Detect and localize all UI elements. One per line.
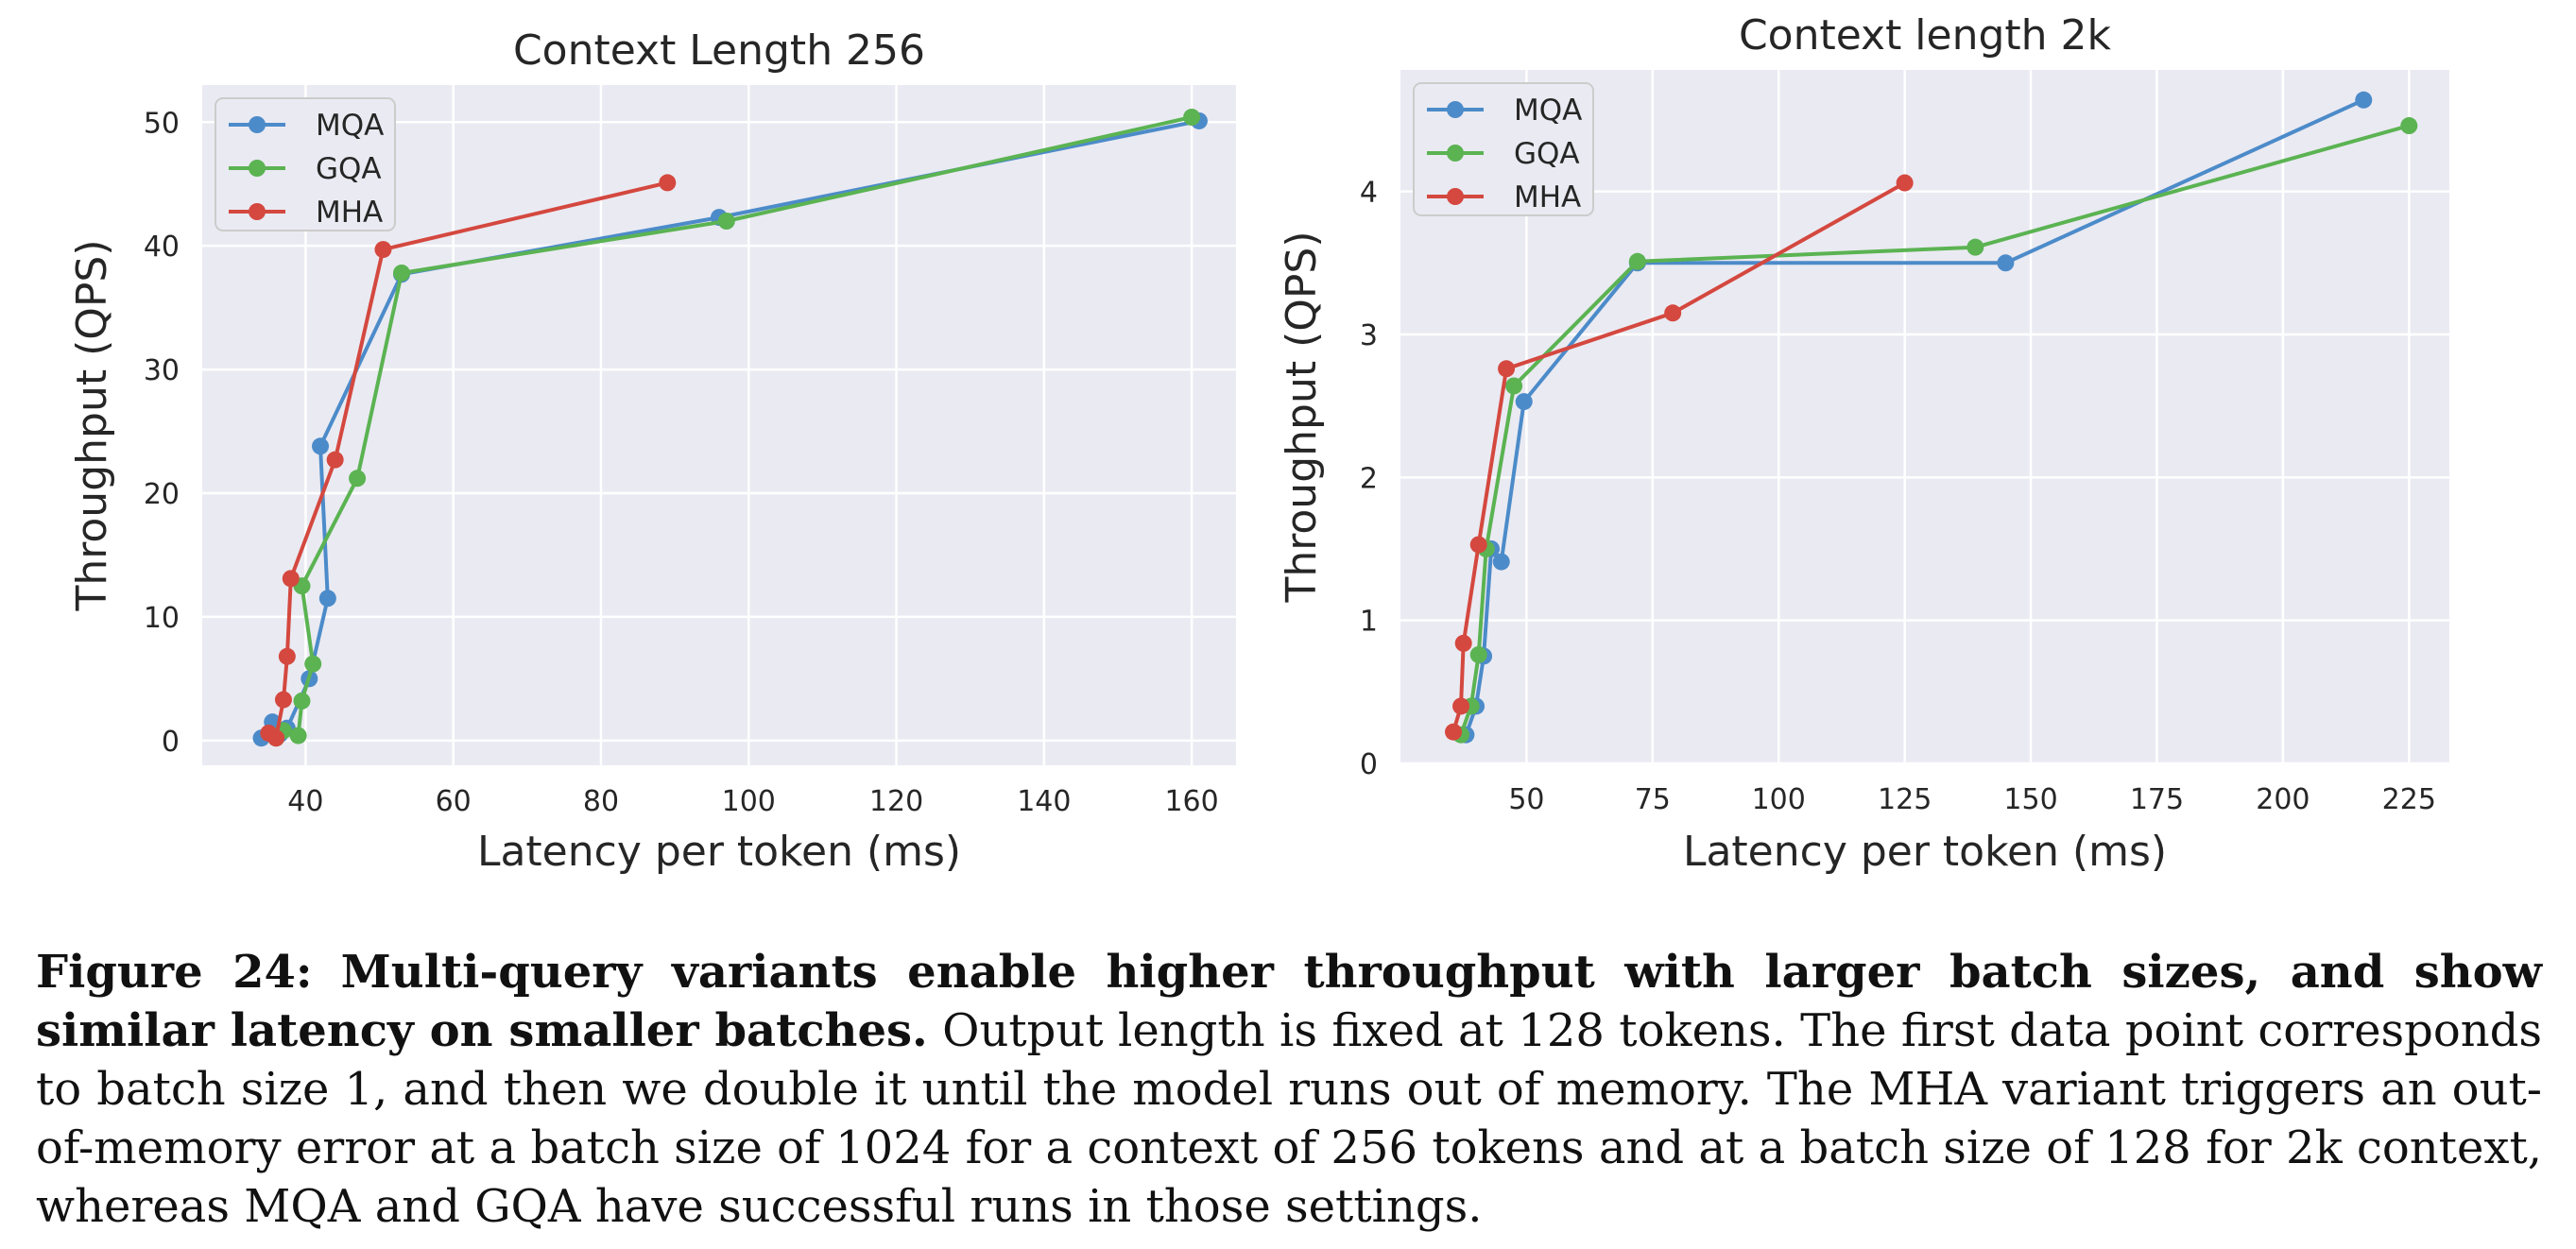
- data-point-mha: [1452, 697, 1470, 715]
- x-tick-label: 160: [1164, 785, 1218, 818]
- data-point-gqa: [349, 470, 367, 488]
- data-point-mha: [274, 691, 292, 709]
- x-tick-label: 100: [722, 785, 776, 818]
- legend-label-gqa: GQA: [316, 152, 382, 186]
- data-point-gqa: [392, 264, 410, 282]
- data-point-mqa: [312, 437, 330, 455]
- x-axis-label: Latency per token (ms): [477, 828, 961, 876]
- y-tick-label: 10: [144, 602, 180, 635]
- data-point-gqa: [1469, 645, 1487, 663]
- y-tick-label: 30: [144, 354, 180, 387]
- x-tick-label: 50: [1508, 783, 1544, 816]
- y-tick-label: 4: [1360, 177, 1378, 210]
- legend-label-mha: MHA: [1514, 180, 1581, 214]
- x-tick-label: 40: [287, 785, 323, 818]
- legend-marker-gqa: [1447, 145, 1464, 162]
- y-tick-label: 20: [144, 478, 180, 511]
- data-point-mha: [1469, 536, 1487, 554]
- y-tick-label: 1: [1360, 606, 1378, 639]
- legend-marker-mqa: [1447, 101, 1464, 118]
- x-tick-label: 200: [2256, 783, 2310, 816]
- legend-marker-mqa: [249, 116, 266, 133]
- figure-caption: Figure 24: Multi-query variants enable h…: [36, 943, 2542, 1236]
- chart-context-2k: 50 75 100 125 150 175 200 225 0 1 2 3 4 Context lengt…: [1278, 11, 2449, 876]
- series-line-gqa: [1459, 124, 2410, 736]
- data-point-mqa: [1997, 254, 2015, 272]
- data-point-gqa: [289, 727, 307, 744]
- data-point-mha: [278, 647, 296, 665]
- chart-title: Context length 2k: [1739, 11, 2112, 60]
- data-point-mha: [267, 729, 285, 747]
- data-point-mha: [1498, 360, 1516, 378]
- x-tick-label: 175: [2130, 783, 2184, 816]
- x-tick-label: 60: [436, 785, 472, 818]
- data-point-gqa: [717, 213, 735, 230]
- data-point-gqa: [1505, 377, 1523, 395]
- y-axis-label: Throughput (QPS): [1278, 231, 1326, 604]
- x-tick-label: 125: [1878, 783, 1932, 816]
- y-tick-label: 3: [1360, 319, 1378, 352]
- data-point-mqa: [318, 590, 336, 607]
- legend-marker-gqa: [249, 160, 266, 177]
- chart-title: Context Length 256: [513, 26, 925, 75]
- legend: MQA GQA MHA: [215, 97, 396, 231]
- data-point-gqa: [1966, 238, 1984, 256]
- data-point-mha: [1664, 304, 1682, 322]
- x-tick-label: 75: [1635, 783, 1671, 816]
- data-point-gqa: [1183, 109, 1201, 127]
- data-point-mha: [1896, 174, 1914, 192]
- data-point-mha: [1445, 723, 1463, 741]
- caption-label: Figure 24:: [36, 946, 313, 999]
- legend-marker-mha: [1447, 188, 1464, 205]
- y-tick-label: 0: [162, 726, 180, 759]
- legend-label-mqa: MQA: [316, 109, 384, 143]
- data-point-gqa: [2400, 117, 2418, 135]
- y-tick-label: 40: [144, 231, 180, 264]
- legend: MQA GQA MHA: [1413, 82, 1594, 216]
- y-tick-label: 2: [1360, 462, 1378, 495]
- legend-label-gqa: GQA: [1514, 137, 1580, 171]
- y-axis-label: Throughput (QPS): [68, 240, 116, 612]
- x-tick-label: 225: [2382, 783, 2436, 816]
- data-point-mha: [374, 241, 392, 259]
- y-tick-label: 0: [1360, 748, 1378, 781]
- data-point-mha: [282, 570, 300, 588]
- data-point-gqa: [304, 655, 322, 673]
- x-tick-label: 140: [1017, 785, 1071, 818]
- x-tick-label: 80: [583, 785, 619, 818]
- caption-text: Output length is fixed at 128 tokens. Th…: [36, 1004, 2543, 1233]
- legend-marker-mha: [249, 203, 266, 220]
- data-point-mha: [326, 451, 344, 469]
- data-point-mqa: [1492, 553, 1510, 571]
- x-tick-label: 100: [1752, 783, 1806, 816]
- caption-bold-text: Multi-query variants enable higher throu…: [36, 946, 2543, 1057]
- data-point-mha: [1454, 634, 1472, 652]
- legend-label-mqa: MQA: [1514, 94, 1582, 128]
- legend-label-mha: MHA: [316, 196, 383, 230]
- data-point-gqa: [1628, 252, 1646, 270]
- chart-context-256: 40 60 80 100 120 140 160 0 10 20 30 40 50 Context Len…: [68, 26, 1236, 876]
- x-axis-label: Latency per token (ms): [1683, 828, 2167, 876]
- data-point-mqa: [2355, 91, 2373, 109]
- x-tick-label: 120: [869, 785, 923, 818]
- data-point-mha: [659, 174, 677, 192]
- x-tick-label: 150: [2003, 783, 2057, 816]
- data-point-mqa: [1515, 393, 1533, 411]
- y-tick-label: 50: [144, 107, 180, 140]
- data-point-gqa: [293, 692, 311, 710]
